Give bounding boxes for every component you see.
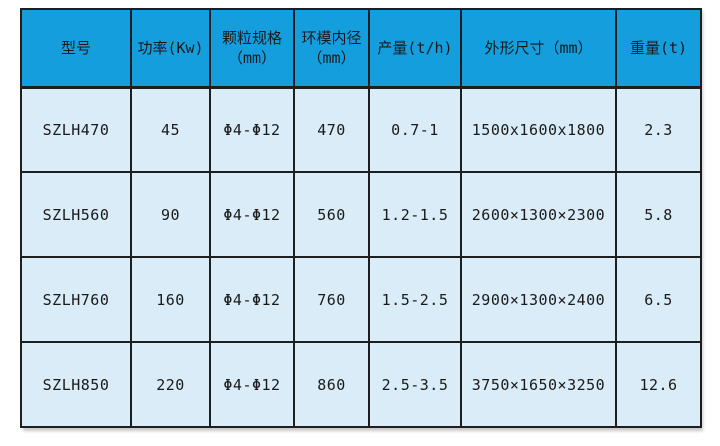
cell-size: 2600×1300×2300	[460, 171, 617, 258]
col-header-output: 产量(t/h)	[368, 8, 462, 89]
spec-table-container: 型号 功率(Kw) 颗粒规格 （mm） 环模内径 （mm） 产量(t/h)	[20, 8, 702, 428]
col-header-model-label: 型号	[60, 38, 91, 57]
cell-output: 1.5-2.5	[368, 256, 462, 343]
cell-die: 760	[293, 256, 370, 343]
cell-size: 3750×1650×3250	[460, 341, 617, 428]
col-header-output-label: 产量(t/h)	[377, 38, 453, 57]
cell-size: 2900×1300×2400	[460, 256, 617, 343]
col-header-die-diameter-label: 环模内径	[301, 28, 362, 47]
cell-power: 160	[130, 256, 211, 343]
col-header-weight: 重量(t)	[615, 8, 702, 89]
col-header-weight-label: 重量(t)	[629, 38, 688, 57]
cell-power: 220	[130, 341, 211, 428]
cell-die: 560	[293, 171, 370, 258]
spec-table: 型号 功率(Kw) 颗粒规格 （mm） 环模内径 （mm） 产量(t/h)	[20, 8, 702, 428]
table-row: SZLH760 160 Φ4-Φ12 760 1.5-2.5 2900×1300…	[20, 256, 702, 343]
cell-output: 2.5-3.5	[368, 341, 462, 428]
cell-weight: 12.6	[615, 341, 702, 428]
table-row: SZLH470 45 Φ4-Φ12 470 0.7-1 1500x1600x18…	[20, 86, 702, 173]
cell-pellet: Φ4-Φ12	[209, 256, 295, 343]
cell-weight: 2.3	[615, 86, 702, 173]
cell-output: 1.2-1.5	[368, 171, 462, 258]
cell-weight: 6.5	[615, 256, 702, 343]
col-header-dimensions: 外形尺寸（mm）	[460, 8, 617, 89]
header-row: 型号 功率(Kw) 颗粒规格 （mm） 环模内径 （mm） 产量(t/h)	[20, 8, 702, 89]
table-row: SZLH560 90 Φ4-Φ12 560 1.2-1.5 2600×1300×…	[20, 171, 702, 258]
cell-model: SZLH560	[20, 171, 132, 258]
table-row: SZLH850 220 Φ4-Φ12 860 2.5-3.5 3750×1650…	[20, 341, 702, 428]
col-header-pellet-spec-unit: （mm）	[227, 48, 277, 67]
col-header-die-diameter: 环模内径 （mm）	[293, 8, 370, 89]
cell-power: 90	[130, 171, 211, 258]
cell-pellet: Φ4-Φ12	[209, 171, 295, 258]
cell-die: 860	[293, 341, 370, 428]
col-header-die-diameter-unit: （mm）	[307, 48, 356, 67]
col-header-power-label: 功率(Kw)	[137, 38, 204, 57]
col-header-model: 型号	[20, 8, 132, 89]
cell-die: 470	[293, 86, 370, 173]
col-header-power: 功率(Kw)	[130, 8, 211, 89]
cell-model: SZLH470	[20, 86, 132, 173]
cell-pellet: Φ4-Φ12	[209, 341, 295, 428]
cell-size: 1500x1600x1800	[460, 86, 617, 173]
cell-model: SZLH760	[20, 256, 132, 343]
col-header-pellet-spec: 颗粒规格 （mm）	[209, 8, 295, 89]
cell-power: 45	[130, 86, 211, 173]
cell-model: SZLH850	[20, 341, 132, 428]
cell-weight: 5.8	[615, 171, 702, 258]
col-header-pellet-spec-label: 颗粒规格	[221, 28, 282, 47]
cell-output: 0.7-1	[368, 86, 462, 173]
cell-pellet: Φ4-Φ12	[209, 86, 295, 173]
col-header-dimensions-label: 外形尺寸（mm）	[484, 38, 593, 57]
